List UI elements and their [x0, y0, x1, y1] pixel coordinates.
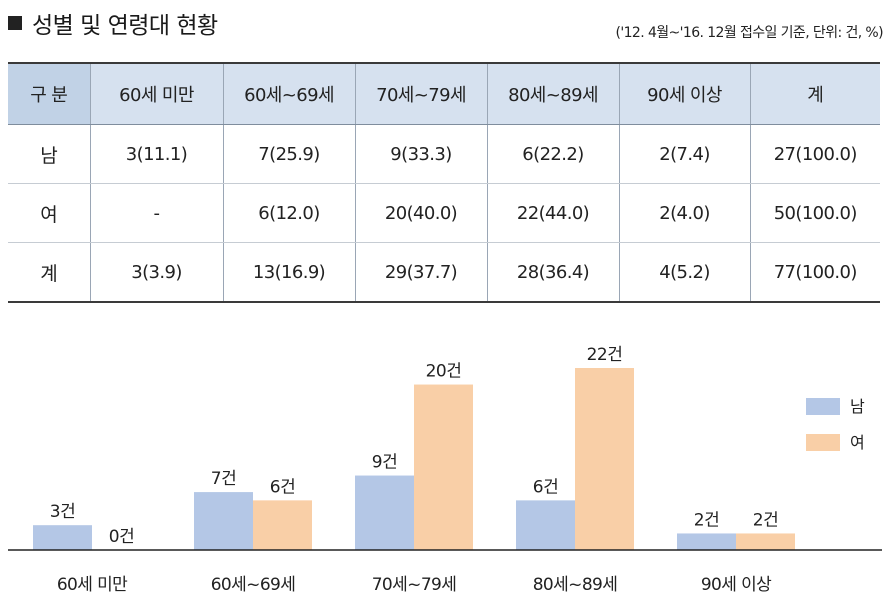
- table-cell: -: [89, 183, 223, 243]
- bar-male: [355, 475, 414, 550]
- bar-female: [575, 368, 634, 550]
- data-label: 2건: [694, 510, 719, 530]
- x-tick-label: 80세~89세: [533, 575, 618, 595]
- table-cell: 50(100.0): [749, 183, 880, 243]
- x-tick-label: 90세 이상: [701, 575, 772, 595]
- data-label: 22건: [587, 345, 623, 365]
- table-row: 계 3(3.9) 13(16.9) 29(37.7) 28(36.4) 4(5.…: [8, 242, 880, 302]
- bar-female: [736, 533, 795, 550]
- table-cell: 29(37.7): [354, 242, 487, 302]
- stats-table: 구 분 60세 미만 60세~69세 70세~79세 80세~89세 90세 이…: [8, 62, 880, 303]
- bar-male: [677, 533, 736, 550]
- table-cell: 6(22.2): [486, 124, 619, 184]
- header-cell: 90세 이상: [618, 63, 750, 125]
- title-text: 성별 및 연령대 현황: [32, 13, 218, 39]
- table-cell: 7(25.9): [222, 124, 355, 184]
- table-cell: 3(11.1): [89, 124, 223, 184]
- bar-male: [194, 492, 253, 550]
- x-tick-label: 60세 미만: [57, 575, 128, 595]
- x-tick-label: 60세~69세: [211, 575, 296, 595]
- section-title: 성별 및 연령대 현황: [8, 6, 218, 40]
- table-cell: 28(36.4): [486, 242, 619, 302]
- legend-swatch: [806, 398, 840, 415]
- legend-swatch: [806, 434, 840, 451]
- table-cell: 77(100.0): [749, 242, 880, 302]
- header-cell: 80세~89세: [486, 63, 619, 125]
- table-cell: 20(40.0): [354, 183, 487, 243]
- header-cell: 60세 미만: [89, 63, 223, 125]
- table-row: 여 - 6(12.0) 20(40.0) 22(44.0) 2(4.0) 50(…: [8, 183, 880, 243]
- bar-male: [516, 500, 575, 550]
- header-cell: 계: [749, 63, 880, 125]
- table-cell: 4(5.2): [618, 242, 750, 302]
- table-cell: 13(16.9): [222, 242, 355, 302]
- table-row: 남 3(11.1) 7(25.9) 9(33.3) 6(22.2) 2(7.4)…: [8, 124, 880, 184]
- table-cell: 22(44.0): [486, 183, 619, 243]
- data-label: 0건: [109, 527, 134, 547]
- table-cell: 2(7.4): [618, 124, 750, 184]
- header-cell: 구 분: [8, 63, 90, 125]
- row-label-cell: 여: [8, 183, 90, 243]
- table-cell: 9(33.3): [354, 124, 487, 184]
- data-label: 6건: [533, 477, 558, 497]
- x-tick-label: 70세~79세: [372, 575, 457, 595]
- header-cell: 70세~79세: [354, 63, 487, 125]
- row-label-cell: 남: [8, 124, 90, 184]
- table-cell: 2(4.0): [618, 183, 750, 243]
- data-label: 6건: [270, 477, 295, 497]
- legend-label: 여: [850, 433, 865, 452]
- period-unit-note: ('12. 4월~'16. 12월 접수일 기준, 단위: 건, %): [615, 25, 884, 41]
- header-cell: 60세~69세: [222, 63, 355, 125]
- bar-male: [33, 525, 92, 550]
- data-label: 7건: [211, 469, 236, 489]
- data-label: 2건: [753, 510, 778, 530]
- bar-female: [414, 384, 473, 550]
- data-label: 3건: [50, 502, 75, 522]
- bar-chart: 3건 0건 60세 미만 7건 6건 60세~69세 9건 20건 70세~79세 6건 22건 80…: [8, 345, 882, 595]
- legend-label: 남: [850, 397, 865, 416]
- square-bullet-icon: [8, 16, 22, 30]
- row-label-cell: 계: [40, 262, 58, 285]
- table-cell: 3(3.9): [89, 242, 223, 302]
- bar-female: [253, 500, 312, 550]
- data-label: 20건: [426, 362, 462, 382]
- data-label: 9건: [372, 453, 397, 473]
- table-cell: 6(12.0): [222, 183, 355, 243]
- table-cell: 27(100.0): [749, 124, 880, 184]
- table-header-row: 구 분 60세 미만 60세~69세 70세~79세 80세~89세 90세 이…: [8, 63, 880, 125]
